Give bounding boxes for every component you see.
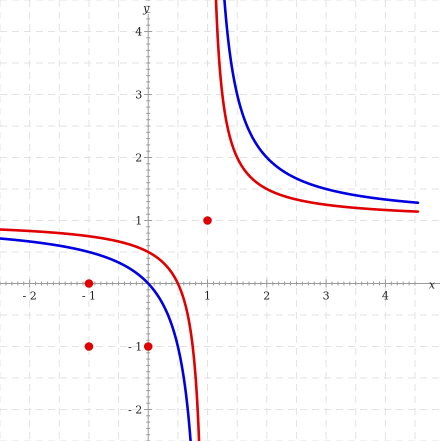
y-tick-label: 4 (135, 26, 142, 39)
x-tick-label: 2 (263, 290, 270, 303)
data-point (203, 216, 212, 225)
red-curve-branch-left (0, 228, 201, 441)
red-curve-branch-right (214, 0, 420, 213)
data-point (143, 342, 153, 351)
points (84, 216, 212, 351)
y-axis-label: y (142, 2, 150, 15)
x-tick-label: 1 (204, 290, 211, 303)
data-point (84, 342, 94, 351)
x-tick-label: 4 (382, 290, 389, 303)
x-tick-label: - 1 (82, 290, 96, 303)
x-tick-label: - 2 (23, 290, 37, 303)
y-tick-label: 3 (135, 89, 142, 102)
data-point (84, 279, 94, 288)
blue-curve-branch-right (223, 0, 420, 205)
y-tick-label: - 2 (128, 404, 142, 417)
blue-curve-branch-left (0, 237, 192, 441)
y-tick-label: - 1 (128, 341, 142, 354)
curves (0, 0, 420, 441)
y-tick-label: 2 (135, 152, 142, 165)
x-tick-label: 3 (323, 290, 330, 303)
y-tick-label: 1 (135, 215, 142, 228)
x-axis-label: x (429, 279, 436, 292)
